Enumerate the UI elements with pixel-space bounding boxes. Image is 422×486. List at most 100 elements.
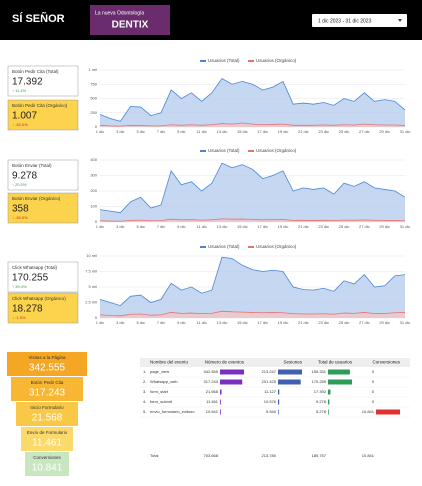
- event-name: form_start: [150, 389, 169, 394]
- funnel-value: 342.555: [29, 363, 66, 374]
- kpi-delta: ↓ -60.5%: [12, 215, 28, 220]
- event-name: Whatsapp_web: [150, 379, 178, 384]
- y-tick-label: 200: [90, 188, 97, 193]
- x-tick-label: 15 dic: [237, 224, 248, 229]
- y-tick-label: 0: [95, 124, 98, 129]
- x-tick-label: 27 dic: [359, 224, 370, 229]
- cell-bar: [278, 389, 280, 395]
- cell-value: 0: [372, 389, 375, 394]
- table-header: Sesiones: [283, 360, 302, 365]
- x-tick-label: 27 dic: [359, 129, 370, 134]
- kpi-card: [7, 292, 79, 324]
- cell-value: 170.255: [312, 379, 327, 384]
- kpi-label: Botón Enviar (Orgánico): [12, 196, 61, 201]
- total-label: Total: [150, 453, 159, 458]
- cell-value: 11.461: [206, 399, 219, 404]
- x-tick-label: 1 dic: [96, 320, 104, 325]
- kpi-value: 358: [12, 204, 29, 215]
- x-tick-label: 23 dic: [318, 224, 329, 229]
- kpi-value: 17.392: [12, 77, 43, 88]
- y-tick-label: 2.5 mil: [85, 300, 97, 305]
- x-tick-label: 31 dic: [400, 320, 411, 325]
- funnel-label: Envío de Formulario: [27, 430, 68, 435]
- y-tick-label: 0: [95, 315, 98, 320]
- cell-value: 0: [372, 369, 375, 374]
- funnel-step: [11, 377, 83, 401]
- x-tick-label: 11 dic: [196, 129, 206, 134]
- legend-label: Usuarios (Orgánico): [256, 58, 297, 63]
- cell-value: 0: [372, 379, 375, 384]
- content: Botón Pedir Cita (Total)17.392↑ 11.4%Bot…: [7, 58, 410, 476]
- dropdown-arrow: [398, 19, 402, 22]
- cell-bar: [220, 379, 243, 385]
- x-tick-label: 9 dic: [177, 320, 185, 325]
- x-tick-label: 27 dic: [359, 320, 370, 325]
- cell-bar: [328, 409, 329, 415]
- x-tick-label: 19 dic: [278, 129, 289, 134]
- cell-bar: [376, 409, 400, 415]
- kpi-card: [7, 159, 79, 191]
- kpi-delta: ↑ 11.4%: [12, 88, 27, 93]
- legend-swatch: [248, 150, 254, 152]
- y-tick-label: 500: [90, 96, 97, 101]
- cell-value: 201.425: [262, 379, 277, 384]
- y-tick-label: 10 mil: [86, 253, 97, 258]
- table-header-bg: [140, 358, 410, 367]
- cell-value: 11.127: [264, 389, 277, 394]
- x-tick-label: 29 dic: [379, 224, 390, 229]
- table-header: Número de eventos: [205, 360, 245, 365]
- brand-box: [90, 5, 170, 35]
- x-tick-label: 11 dic: [196, 320, 206, 325]
- event-name: envio_formulario_exitoso: [150, 409, 195, 414]
- cell-bar: [328, 369, 350, 375]
- x-tick-label: 5 dic: [136, 129, 144, 134]
- x-tick-label: 1 dic: [96, 129, 104, 134]
- kpi-value: 1.007: [12, 111, 37, 122]
- cell-value: 5.540: [266, 409, 277, 414]
- area-fill: [100, 123, 405, 127]
- kpi-delta: ↑ 39.4%: [12, 284, 27, 289]
- x-tick-label: 11 dic: [196, 224, 206, 229]
- kpi-card: [7, 65, 79, 97]
- table-header: Nombre del evento: [150, 360, 189, 365]
- funnel-step: [16, 402, 78, 426]
- legend-swatch: [248, 246, 254, 248]
- cell-bar: [220, 399, 221, 405]
- funnel-value: 317.243: [29, 388, 66, 399]
- row-number: 3.: [143, 389, 146, 394]
- y-tick-label: 400: [90, 157, 97, 162]
- kpi-label: Botón Pedir Cita (Orgánico): [12, 103, 68, 108]
- series-line: [99, 162, 406, 214]
- brand-tagline: La nueva Odontología: [95, 10, 144, 16]
- kpi-delta: ↓ -60.5%: [12, 122, 28, 127]
- kpi-card: [7, 99, 79, 131]
- y-tick-label: 300: [90, 173, 97, 178]
- kpi-value: 170.255: [12, 273, 49, 284]
- row-number: 2.: [143, 379, 146, 384]
- x-tick-label: 29 dic: [379, 320, 390, 325]
- cell-value: 9.278: [316, 399, 327, 404]
- x-tick-label: 25 dic: [339, 129, 350, 134]
- funnel-label: Inicio Formulario: [30, 405, 64, 410]
- x-tick-label: 31 dic: [400, 129, 411, 134]
- x-tick-label: 21 dic: [298, 224, 309, 229]
- legend-label: Usuarios (Total): [208, 58, 240, 63]
- cell-value: 10.841: [206, 409, 219, 414]
- table-header: Conversiones: [372, 360, 400, 365]
- x-tick-label: 17 dic: [257, 320, 268, 325]
- x-tick-label: 23 dic: [318, 320, 329, 325]
- cell-value: 10.841: [362, 409, 375, 414]
- date-picker[interactable]: [312, 14, 407, 27]
- legend-label: Usuarios (Orgánico): [256, 148, 297, 153]
- x-tick-label: 5 dic: [136, 224, 144, 229]
- total-value: 703.668: [204, 453, 219, 458]
- x-tick-label: 25 dic: [339, 224, 350, 229]
- x-tick-label: 3 dic: [116, 129, 124, 134]
- kpi-value: 18.278: [12, 304, 43, 315]
- legend-swatch: [200, 246, 206, 248]
- area-fill: [100, 163, 405, 222]
- cell-bar: [278, 409, 279, 415]
- y-tick-label: 7.5 mil: [85, 269, 97, 274]
- cell-value: 17.392: [314, 389, 327, 394]
- x-tick-label: 7 dic: [157, 320, 165, 325]
